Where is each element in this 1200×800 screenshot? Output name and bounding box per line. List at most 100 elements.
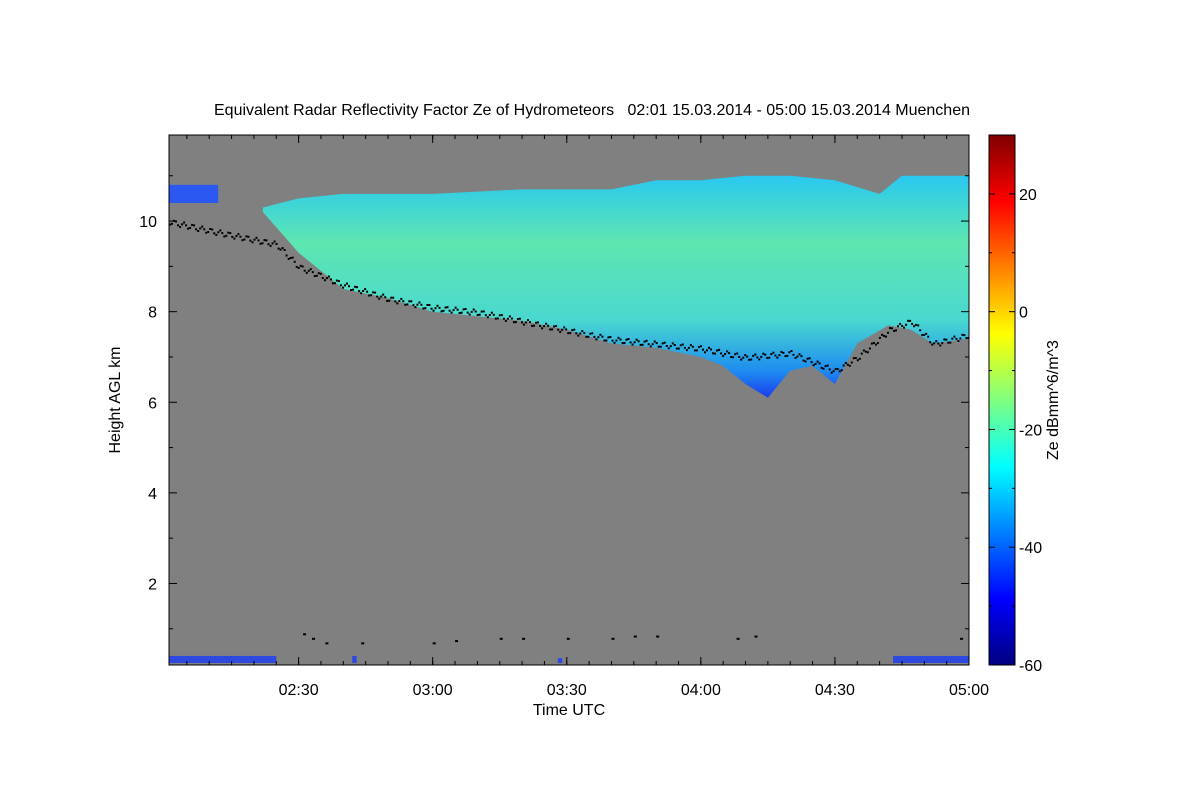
x-tick-label: 04:30 — [815, 682, 855, 699]
lidar-dot — [273, 240, 276, 243]
lidar-dot — [446, 306, 449, 309]
lidar-dot — [346, 282, 348, 285]
lidar-dot — [368, 294, 371, 297]
lidar-dot — [361, 642, 365, 645]
lidar-dot — [577, 334, 580, 337]
lidar-dot — [917, 324, 920, 327]
lidar-dot — [814, 362, 817, 365]
lidar-dot — [323, 279, 326, 282]
lidar-dot — [710, 348, 712, 351]
lidar-dot — [635, 338, 638, 341]
lidar-dot — [219, 229, 222, 232]
lidar-dot — [714, 352, 716, 355]
lidar-dot — [619, 338, 622, 341]
lidar-dot — [744, 354, 747, 357]
lidar-dot — [468, 313, 471, 316]
lidar-dot — [462, 308, 465, 311]
lidar-dot — [404, 303, 407, 306]
lidar-dot — [955, 337, 958, 340]
lidar-dot — [400, 297, 403, 300]
lidar-dot — [452, 309, 455, 312]
lidar-dot — [760, 355, 763, 358]
lidar-dot — [432, 309, 435, 312]
lidar-dot — [627, 338, 630, 340]
y-tick-label: 4 — [148, 486, 157, 503]
lidar-dot — [907, 319, 910, 322]
lidar-dot — [575, 332, 578, 335]
lidar-dot — [525, 321, 527, 324]
lidar-dot — [382, 293, 385, 296]
lidar-dot — [637, 340, 640, 343]
lidar-dot — [313, 275, 316, 277]
lidar-dot — [766, 356, 769, 359]
cloud-echo — [262, 175, 969, 398]
lidar-dot — [726, 350, 729, 353]
lidar-dot — [764, 353, 767, 356]
lidar-dot — [687, 346, 690, 349]
lidar-dot — [309, 268, 312, 271]
lidar-dot — [370, 294, 373, 297]
lidar-dot — [448, 309, 451, 312]
lidar-dot — [631, 343, 634, 346]
lidar-dot — [249, 239, 252, 242]
lidar-dot — [708, 346, 710, 349]
lidar-dot — [786, 354, 789, 357]
lidar-dot — [233, 237, 236, 240]
lidar-dot — [802, 359, 805, 362]
lidar-dot — [366, 290, 369, 293]
lidar-dot — [201, 225, 204, 228]
lidar-dot — [480, 310, 483, 313]
lidar-dot — [856, 359, 859, 362]
lidar-dot — [919, 329, 922, 332]
lidar-dot — [444, 306, 447, 309]
lidar-dot — [776, 356, 779, 359]
lidar-dot — [889, 327, 891, 330]
lidar-dot — [806, 357, 809, 360]
lidar-dot — [470, 310, 473, 313]
lidar-dot — [267, 243, 270, 246]
x-tick-label: 04:00 — [681, 682, 721, 699]
lidar-dot — [669, 345, 672, 348]
lidar-dot — [864, 350, 867, 353]
lidar-dot — [319, 272, 322, 275]
lidar-dot — [941, 342, 944, 345]
lidar-dot — [899, 322, 902, 325]
lidar-dot — [653, 340, 656, 343]
lidar-dot — [798, 353, 801, 356]
lidar-dot — [510, 317, 513, 320]
chart-title: Equivalent Radar Reflectivity Factor Ze … — [214, 102, 970, 119]
lidar-dot — [261, 242, 264, 245]
lidar-dot — [245, 235, 248, 238]
lidar-dot — [410, 300, 413, 303]
lidar-dot — [722, 354, 725, 357]
lidar-dot — [422, 307, 425, 310]
lidar-dot — [372, 291, 375, 294]
lidar-dot — [718, 348, 721, 351]
lidar-dot — [181, 223, 184, 226]
lidar-dot — [645, 339, 648, 342]
lidar-dot — [277, 247, 280, 250]
lidar-dot — [529, 321, 531, 324]
lidar-dot — [788, 351, 791, 354]
lidar-dot — [756, 356, 759, 359]
lidar-dot — [531, 324, 533, 327]
lidar-dot — [625, 338, 628, 341]
lidar-dot — [876, 342, 879, 345]
lidar-dot — [450, 311, 453, 314]
lidar-dot — [434, 307, 437, 310]
lidar-dot — [633, 341, 636, 344]
lidar-dot — [945, 338, 948, 341]
lidar-dot — [693, 349, 696, 352]
lidar-dot — [522, 637, 526, 640]
lidar-dot — [655, 342, 658, 345]
lidar-dot — [891, 327, 893, 330]
lidar-dot — [390, 296, 393, 299]
lidar-dot — [808, 357, 811, 360]
lidar-dot — [706, 349, 708, 352]
lidar-dot — [406, 303, 409, 306]
lidar-dot — [613, 341, 616, 344]
lidar-dot — [702, 348, 704, 351]
lidar-dot — [673, 344, 676, 346]
lidar-dot — [171, 222, 173, 225]
